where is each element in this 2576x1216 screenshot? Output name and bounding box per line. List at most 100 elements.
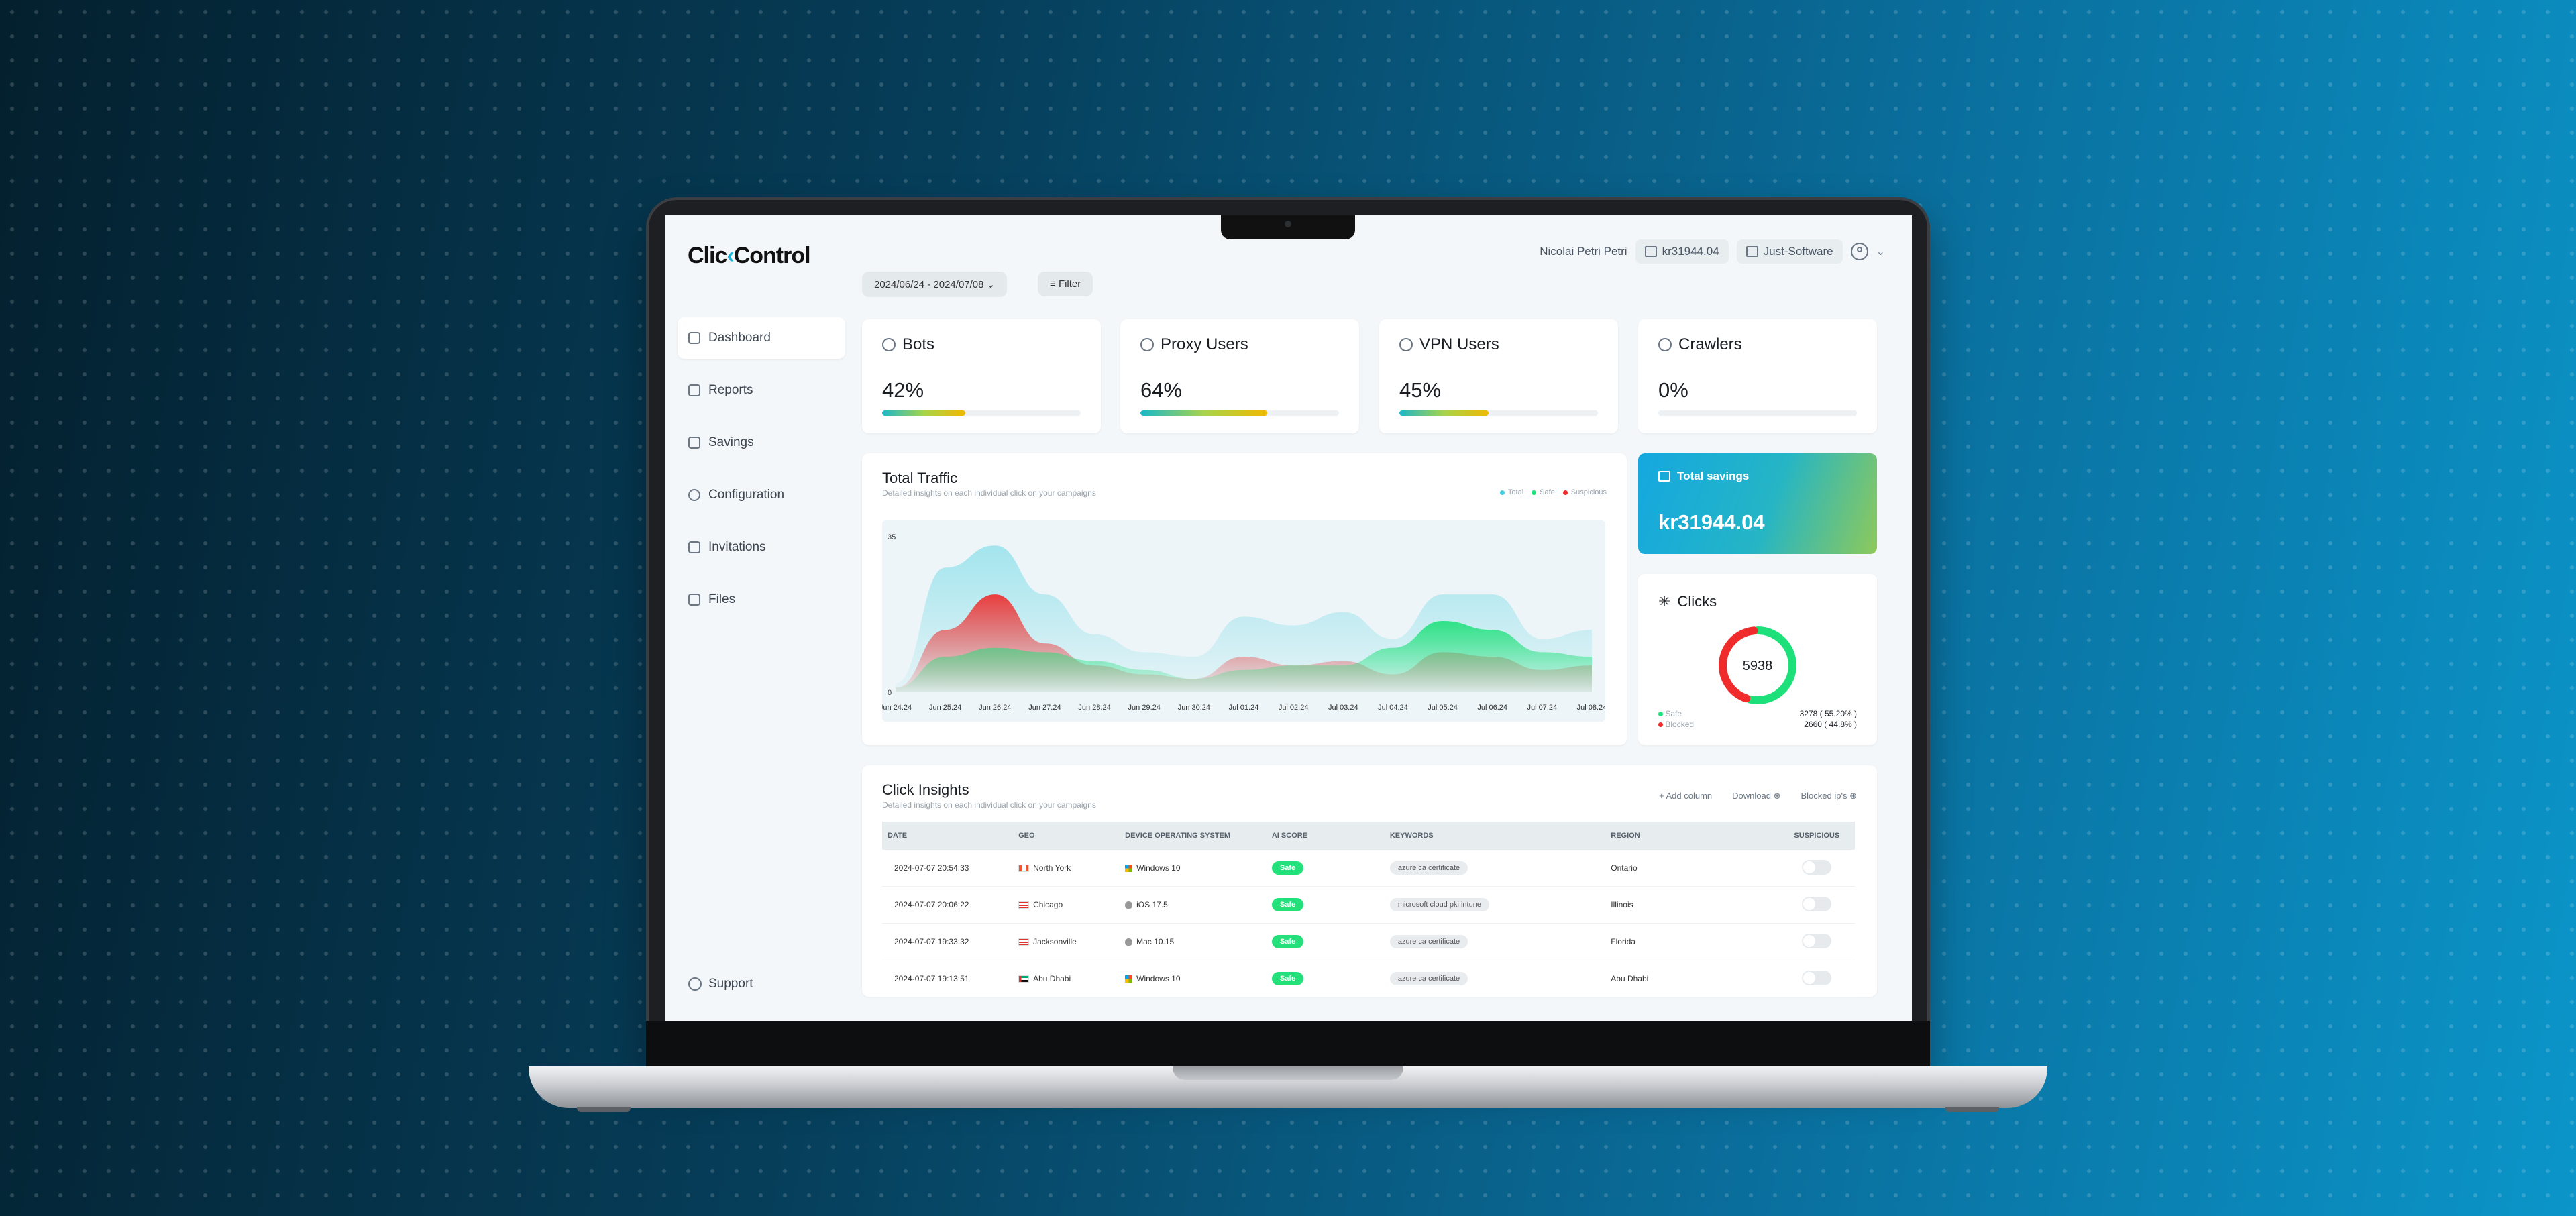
sidebar-item-dashboard[interactable]: Dashboard bbox=[678, 317, 845, 359]
user-avatar-icon[interactable] bbox=[1850, 243, 1868, 260]
keyword-chip: microsoft cloud pki intune bbox=[1389, 898, 1489, 911]
x-tick-label: Jun 28.24 bbox=[1078, 704, 1110, 712]
traffic-subtitle: Detailed insights on each individual cli… bbox=[882, 488, 1096, 498]
blocked-ips-button[interactable]: Blocked ip's ⊕ bbox=[1801, 791, 1858, 801]
grid-icon bbox=[688, 332, 700, 344]
total-savings-card[interactable]: Total savings kr31944.04 bbox=[1638, 453, 1877, 554]
sidebar: Dashboard Reports Savings Configuration … bbox=[678, 317, 845, 631]
chevron-down-icon: ⌄ bbox=[986, 279, 996, 290]
gear-icon bbox=[688, 489, 700, 501]
ai-score-badge: Safe bbox=[1271, 972, 1304, 985]
building-icon bbox=[1746, 246, 1758, 257]
sidebar-item-configuration[interactable]: Configuration bbox=[678, 474, 845, 516]
balance-badge[interactable]: kr31944.04 bbox=[1635, 239, 1729, 264]
table-row[interactable]: 2024-07-07 19:33:32 Jacksonville Mac 10.… bbox=[882, 923, 1855, 960]
laptop-foot bbox=[1945, 1107, 1999, 1112]
insights-title: Click Insights bbox=[882, 781, 969, 798]
camera-notch bbox=[1221, 215, 1355, 239]
sidebar-item-invitations[interactable]: Invitations bbox=[678, 527, 845, 568]
x-tick-label: Jun 27.24 bbox=[1028, 704, 1061, 712]
stat-card-crawlers[interactable]: Crawlers 0% bbox=[1638, 319, 1877, 433]
savings-icon bbox=[1658, 471, 1670, 482]
x-tick-label: Jun 30.24 bbox=[1178, 704, 1210, 712]
proxy-icon bbox=[1140, 338, 1154, 351]
chevron-down-icon[interactable]: ⌄ bbox=[1876, 246, 1885, 258]
filter-icon: ≡ bbox=[1050, 278, 1056, 290]
keyword-chip: azure ca certificate bbox=[1389, 935, 1468, 948]
suspicious-toggle[interactable] bbox=[1802, 933, 1832, 948]
suspicious-toggle[interactable] bbox=[1802, 896, 1832, 911]
sidebar-item-reports[interactable]: Reports bbox=[678, 370, 845, 411]
laptop-base bbox=[529, 1066, 2047, 1108]
legend-suspicious: Suspicious bbox=[1562, 488, 1607, 496]
total-traffic-card: Total Traffic Detailed insights on each … bbox=[862, 453, 1627, 745]
keyword-chip: azure ca certificate bbox=[1389, 972, 1468, 985]
y-tick-label: 0 bbox=[888, 689, 892, 697]
x-tick-label: Jun 26.24 bbox=[979, 704, 1011, 712]
ai-score-badge: Safe bbox=[1271, 861, 1304, 875]
uae-flag-icon bbox=[1018, 975, 1030, 983]
clicks-legend: Safe 3278 ( 55.20% ) Blocked 2660 ( 44.8% … bbox=[1658, 708, 1857, 730]
legend-safe: Safe bbox=[1532, 488, 1555, 496]
progress-bar bbox=[1399, 410, 1598, 416]
apple-icon bbox=[1125, 938, 1133, 946]
progress-fill bbox=[1140, 410, 1268, 416]
sidebar-item-files[interactable]: Files bbox=[678, 579, 845, 620]
suspicious-toggle[interactable] bbox=[1802, 859, 1832, 875]
camera-icon bbox=[1285, 221, 1291, 227]
donut-blocked-arc bbox=[1719, 626, 1796, 704]
apple-icon bbox=[1125, 901, 1133, 909]
stat-card-bots[interactable]: Bots 42% bbox=[862, 319, 1101, 433]
file-icon bbox=[688, 594, 700, 606]
app-logo[interactable]: Clic‹Control bbox=[688, 243, 811, 268]
x-tick-label: Jun 29.24 bbox=[1128, 704, 1161, 712]
help-icon bbox=[688, 977, 702, 991]
table-row[interactable]: 2024-07-07 20:06:22 Chicago iOS 17.5 Saf… bbox=[882, 886, 1855, 924]
x-tick-label: Jul 01.24 bbox=[1229, 704, 1259, 712]
laptop-chin bbox=[646, 1021, 1930, 1068]
header-bar: Nicolai Petri Petri kr31944.04 Just-Soft… bbox=[1540, 239, 1885, 264]
chart-plot-area: 35 0 Jun 24.24 Jun 25.24 Jun 26.24 Jun 27.24 J… bbox=[879, 520, 1607, 722]
add-column-button[interactable]: + Add column bbox=[1659, 791, 1713, 801]
insights-subtitle: Detailed insights on each individual cli… bbox=[882, 800, 1096, 810]
company-switcher[interactable]: Just-Software bbox=[1736, 239, 1843, 264]
bar-chart-icon bbox=[688, 384, 700, 396]
y-tick-label: 35 bbox=[888, 533, 896, 541]
x-tick-label: Jul 03.24 bbox=[1328, 704, 1358, 712]
sidebar-item-savings[interactable]: Savings bbox=[678, 422, 845, 463]
suspicious-toggle[interactable] bbox=[1802, 970, 1832, 985]
table-header-row: DATE GEO DEVICE OPERATING SYSTEM AI SCOR… bbox=[882, 822, 1855, 850]
progress-bar bbox=[1140, 410, 1339, 416]
x-tick-label: Jun 24.24 bbox=[882, 704, 912, 712]
keyword-chip: azure ca certificate bbox=[1389, 861, 1468, 875]
table-row[interactable]: 2024-07-07 20:54:33 North York Windows 1… bbox=[882, 850, 1855, 887]
user-plus-icon bbox=[688, 541, 700, 553]
robot-icon bbox=[882, 338, 896, 351]
savings-amount: kr31944.04 bbox=[1658, 510, 1765, 534]
x-tick-label: Jun 25.24 bbox=[929, 704, 961, 712]
usa-flag-icon bbox=[1018, 901, 1030, 909]
x-tick-label: Jul 04.24 bbox=[1378, 704, 1408, 712]
x-tick-label: Jul 06.24 bbox=[1477, 704, 1507, 712]
wallet-icon bbox=[688, 437, 700, 449]
logo-arrow-icon: ‹ bbox=[727, 243, 734, 268]
download-button[interactable]: Download ⊕ bbox=[1732, 791, 1781, 801]
cursor-click-icon: ✳ bbox=[1658, 593, 1671, 610]
ai-score-badge: Safe bbox=[1271, 935, 1304, 948]
stat-card-proxy-users[interactable]: Proxy Users 64% bbox=[1120, 319, 1359, 433]
canada-flag-icon bbox=[1018, 865, 1030, 873]
stat-card-vpn-users[interactable]: VPN Users 45% bbox=[1379, 319, 1618, 433]
table-row[interactable]: 2024-07-07 19:13:51 Abu Dhabi Windows 10… bbox=[882, 960, 1855, 997]
click-insights-card: Click Insights Detailed insights on each… bbox=[862, 765, 1877, 997]
clicks-card: ✳ Clicks 5938 Safe 3278 ( 55.20% ) Blocked… bbox=[1638, 574, 1877, 745]
support-link[interactable]: Support bbox=[688, 977, 753, 991]
click-insights-table: DATE GEO DEVICE OPERATING SYSTEM AI SCOR… bbox=[882, 822, 1855, 997]
date-range-picker[interactable]: 2024/06/24 - 2024/07/08 ⌄ bbox=[862, 272, 1008, 297]
shield-icon bbox=[1399, 338, 1413, 351]
windows-icon bbox=[1125, 865, 1133, 873]
filter-button[interactable]: ≡ Filter bbox=[1038, 272, 1093, 296]
user-name: Nicolai Petri Petri bbox=[1540, 245, 1627, 258]
add-icon: ⊕ bbox=[1849, 791, 1857, 801]
chart-legend: Total Safe Suspicious bbox=[1499, 488, 1607, 496]
progress-fill bbox=[882, 410, 966, 416]
